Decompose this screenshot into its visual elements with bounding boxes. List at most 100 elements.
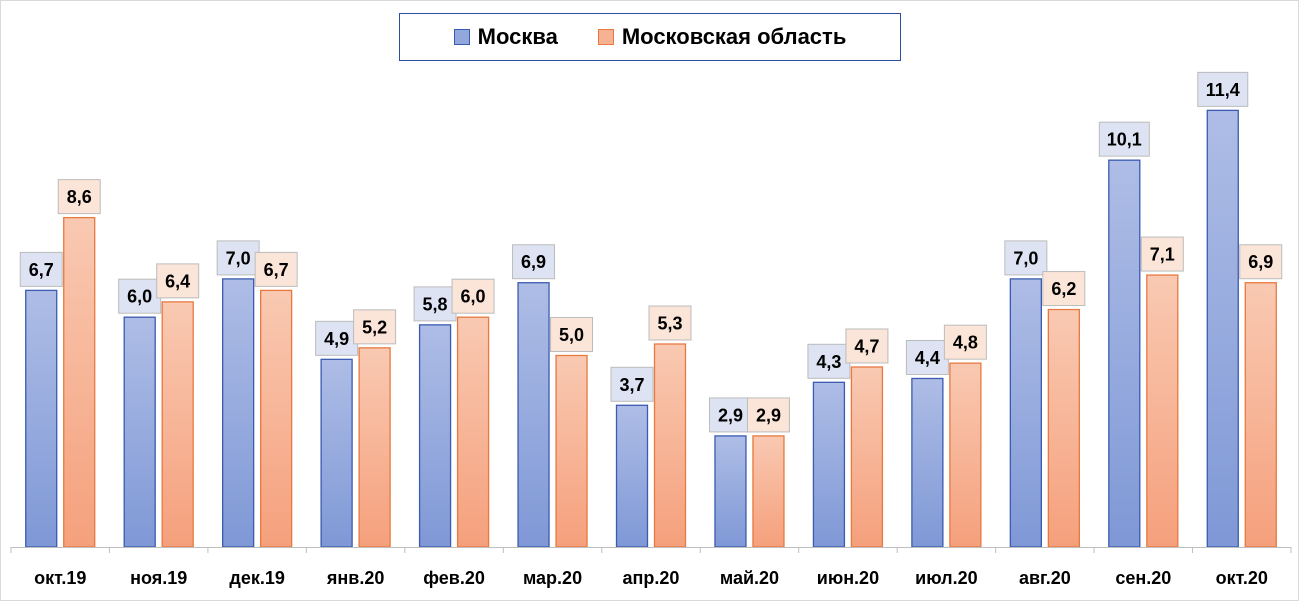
data-label-moscow: 3,7 (619, 375, 644, 395)
data-label-box-moscow (413, 286, 457, 322)
x-axis: окт.19 ноя.19 дек.19 янв.20 фев.20 мар.20 апр.… (10, 547, 1292, 588)
data-label-box-moscow (512, 244, 556, 280)
bar-moscow-region (1146, 274, 1179, 548)
data-label-moscow-region: 8,6 (67, 187, 92, 207)
data-label-box-moscow-region (1239, 244, 1283, 280)
data-label-moscow: 11,4 (1206, 80, 1240, 100)
data-label-box-moscow-region (451, 278, 495, 314)
data-label-box-moscow (19, 251, 63, 287)
data-label-moscow-region: 5,2 (362, 317, 387, 337)
bar-moscow-region (260, 289, 293, 548)
data-label-moscow-region: 2,9 (756, 405, 781, 425)
bar-moscow (714, 435, 747, 548)
bar-moscow (615, 404, 649, 548)
data-labels-layer: 6,7 8,6 6,0 6,4 7,0 6,7 4,9 5,2 5,8 6,0 6,9 5,0 3,7 5… (19, 71, 1283, 433)
x-tick-label: июл.20 (915, 568, 977, 588)
bar-moscow-region (555, 354, 588, 548)
data-label-moscow-region: 4,7 (854, 336, 879, 356)
x-tick-label: июн.20 (817, 568, 879, 588)
data-label-moscow-region: 6,0 (461, 287, 486, 307)
x-tick-label: окт.19 (34, 568, 86, 588)
bar-moscow-region (850, 366, 884, 548)
data-label-box-moscow (610, 366, 654, 402)
data-label-moscow: 6,7 (29, 260, 54, 280)
data-label-box-moscow-region (845, 328, 889, 364)
data-label-box-moscow-region (1042, 271, 1086, 307)
x-tick-label: фев.20 (423, 568, 485, 588)
bar-moscow-region (358, 347, 391, 548)
data-label-moscow-region: 7,1 (1150, 245, 1175, 265)
x-tick-label: мар.20 (523, 568, 582, 588)
data-label-moscow: 6,0 (127, 287, 152, 307)
bar-moscow (911, 377, 944, 548)
data-label-moscow-region: 5,0 (559, 325, 584, 345)
legend-item-moscow-region: Московская область (597, 24, 847, 50)
legend-swatch-moscow (453, 29, 470, 45)
data-label-moscow-region: 6,9 (1248, 252, 1273, 272)
data-label-box-moscow (905, 339, 949, 375)
data-label-box-moscow (216, 240, 260, 276)
data-label-box-moscow (1197, 71, 1249, 107)
bar-moscow (1206, 109, 1239, 548)
x-tick-label: окт.20 (1216, 568, 1268, 588)
legend-item-moscow: Москва (453, 24, 558, 50)
x-tick-label: авг.20 (1019, 568, 1071, 588)
bar-moscow (1108, 159, 1141, 548)
bar-moscow-region (161, 301, 194, 548)
bar-moscow-region (752, 435, 785, 548)
x-tick-label: сен.20 (1115, 568, 1171, 588)
bar-moscow-region (653, 343, 687, 548)
x-tick-label: янв.20 (326, 568, 384, 588)
legend-swatch-moscow-region (597, 29, 614, 45)
data-label-box-moscow-region (648, 305, 692, 341)
bars-layer (25, 109, 1277, 548)
data-label-moscow: 6,9 (521, 252, 546, 272)
data-label-box-moscow (1098, 121, 1150, 157)
bar-moscow-region (1047, 308, 1080, 548)
bar-moscow (517, 282, 550, 548)
x-tick-label: май.20 (720, 568, 779, 588)
x-tick-label: ноя.19 (130, 568, 187, 588)
data-label-moscow-region: 6,7 (264, 260, 289, 280)
bar-moscow (123, 316, 156, 548)
data-label-box-moscow (1004, 240, 1048, 276)
legend-label-moscow-region: Московская область (621, 24, 847, 49)
data-label-moscow-region: 6,2 (1051, 279, 1076, 299)
data-label-box-moscow-region (254, 251, 298, 287)
data-label-moscow: 7,0 (226, 248, 251, 268)
data-label-moscow: 4,4 (915, 348, 940, 368)
data-label-box-moscow (118, 278, 162, 314)
data-label-box-moscow-region (943, 324, 987, 360)
bar-moscow (25, 289, 58, 548)
data-label-moscow: 7,0 (1013, 248, 1038, 268)
data-label-moscow: 5,8 (423, 294, 448, 314)
bar-moscow (1009, 278, 1042, 548)
bar-moscow-region (949, 362, 982, 548)
bar-moscow (222, 278, 255, 548)
legend-label-moscow: Москва (477, 24, 558, 49)
data-label-moscow-region: 5,3 (657, 314, 682, 334)
data-label-moscow: 4,9 (324, 329, 349, 349)
bar-moscow (812, 381, 846, 548)
legend: Москва Московская область (399, 13, 901, 61)
data-label-box-moscow-region (1140, 236, 1184, 272)
x-tick-label: дек.19 (229, 568, 284, 588)
data-label-box-moscow (708, 397, 752, 433)
bar-moscow-region (1244, 282, 1277, 548)
data-label-moscow-region: 4,8 (953, 333, 978, 353)
data-label-box-moscow-region (353, 309, 397, 345)
bar-moscow-region (63, 216, 96, 548)
data-label-moscow: 10,1 (1107, 130, 1142, 150)
data-label-box-moscow-region (57, 179, 101, 215)
data-label-moscow-region: 6,4 (165, 271, 190, 291)
bar-moscow-region (456, 316, 490, 548)
data-label-box-moscow-region (550, 317, 594, 352)
data-label-box-moscow-region (746, 397, 790, 433)
x-tick-label: апр.20 (623, 568, 680, 588)
data-label-box-moscow-region (156, 263, 200, 299)
bar-moscow (418, 324, 452, 548)
bar-moscow (320, 358, 353, 548)
data-label-moscow: 2,9 (718, 405, 743, 425)
